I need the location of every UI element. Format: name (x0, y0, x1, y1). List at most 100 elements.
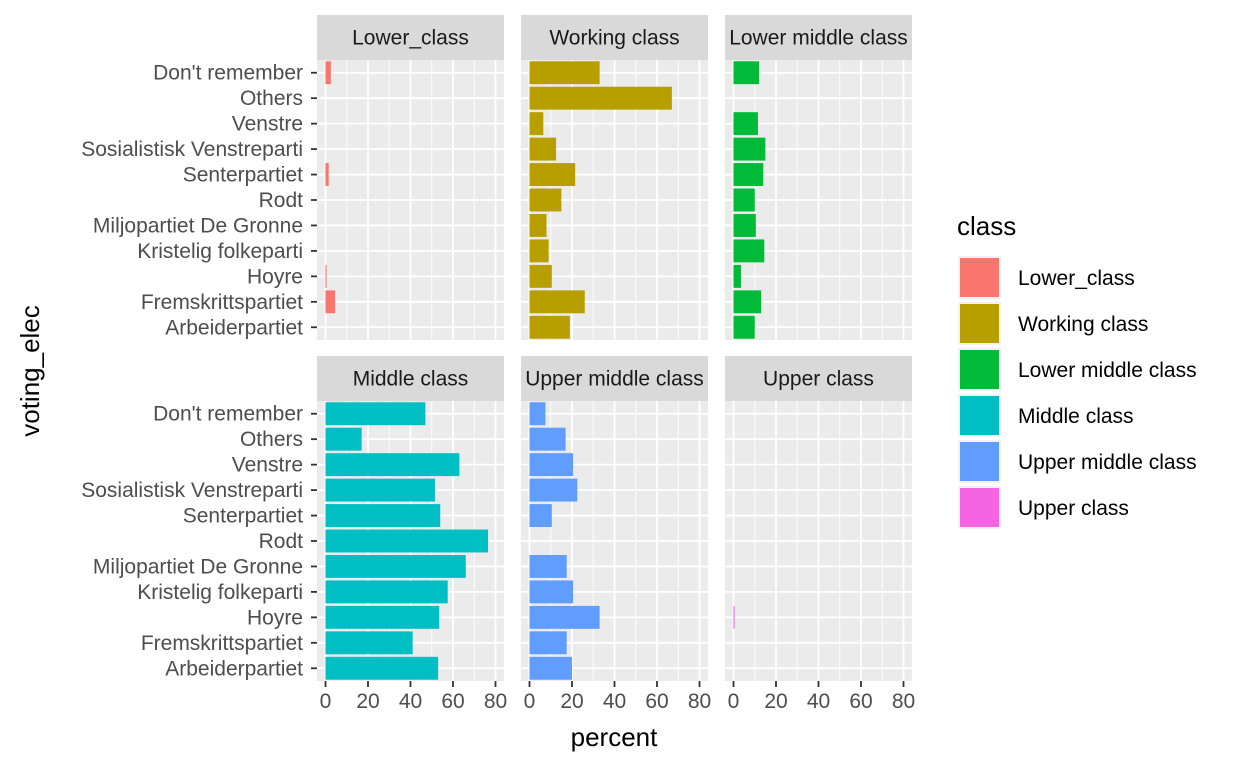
bar (529, 112, 544, 136)
bar (529, 580, 574, 604)
bar (325, 290, 336, 314)
bar (325, 402, 426, 426)
facet-strip-label: Lower_class (352, 27, 469, 50)
x-tick-label: 0 (728, 690, 740, 713)
facet-strip (725, 356, 912, 401)
facet-strip-label: Middle class (353, 368, 469, 391)
category-label: Sosialistisk Venstreparti (81, 138, 303, 161)
x-tick-label: 60 (849, 690, 872, 713)
bar (733, 188, 755, 212)
category-label: Arbeiderpartiet (165, 657, 303, 680)
category-label: Senterpartiet (183, 505, 303, 528)
x-tick-label: 0 (524, 690, 536, 713)
bar (325, 555, 466, 578)
x-tick-label: 0 (320, 690, 332, 713)
bar (325, 529, 489, 553)
bar (733, 137, 766, 161)
category-label: Rodt (259, 530, 304, 553)
legend-label: Upper class (1018, 497, 1129, 520)
category-label: Hoyre (247, 265, 303, 288)
x-tick-label: 40 (807, 690, 830, 713)
x-tick-label: 40 (399, 690, 422, 713)
bar (529, 453, 574, 477)
bar (529, 163, 576, 186)
bar (529, 264, 552, 288)
bar (529, 631, 567, 655)
facet-strip-label: Working class (549, 27, 679, 50)
category-label: Others (240, 87, 303, 110)
bar (529, 315, 570, 339)
legend-key-swatch (960, 304, 999, 343)
category-label: Venstre (232, 454, 303, 477)
facet-strip (317, 356, 504, 401)
bar (325, 264, 327, 288)
x-tick-label: 80 (892, 690, 915, 713)
facet-strip-label: Upper middle class (525, 368, 704, 391)
legend-label: Lower middle class (1018, 359, 1197, 382)
legend-label: Working class (1018, 313, 1148, 336)
category-label: Kristelig folkeparti (137, 581, 303, 604)
facet-strip (725, 15, 912, 60)
category-label: Fremskrittspartiet (141, 291, 303, 314)
x-axis-title: percent (571, 722, 658, 752)
bar (529, 61, 600, 85)
bar (529, 555, 567, 578)
bar (733, 605, 735, 629)
bar (325, 656, 439, 680)
legend-key-swatch (960, 258, 999, 297)
category-label: Don't remember (153, 62, 303, 85)
bar (529, 214, 547, 237)
legend-key-swatch (960, 396, 999, 435)
x-tick-label: 40 (603, 690, 626, 713)
category-label: Miljopartiet De Gronne (93, 214, 303, 237)
facet-strip-label: Upper class (763, 368, 874, 391)
x-tick-label: 20 (560, 690, 583, 713)
facet-strip (521, 356, 708, 401)
category-label: Rodt (259, 189, 304, 212)
bar (529, 605, 600, 629)
bar (325, 427, 362, 451)
category-label: Venstre (232, 113, 303, 136)
bar (733, 214, 756, 237)
x-tick-label: 60 (645, 690, 668, 713)
category-label: Senterpartiet (183, 164, 303, 187)
legend-label: Upper middle class (1018, 451, 1197, 474)
category-label: Fremskrittspartiet (141, 632, 303, 655)
legend-title: class (957, 211, 1016, 241)
x-tick-label: 60 (441, 690, 464, 713)
bar (529, 504, 552, 527)
legend-key-swatch (960, 442, 999, 481)
category-label: Don't remember (153, 403, 303, 426)
bar (325, 631, 413, 655)
bar (529, 402, 546, 426)
bar (733, 290, 762, 314)
bar (733, 239, 765, 263)
x-tick-label: 20 (356, 690, 379, 713)
bar (529, 290, 585, 314)
x-tick-label: 20 (764, 690, 787, 713)
x-tick-label: 80 (688, 690, 711, 713)
bar (529, 239, 549, 263)
bar (325, 478, 435, 502)
bar (325, 605, 440, 629)
bar (529, 137, 557, 161)
bar (733, 315, 755, 339)
category-label: Hoyre (247, 606, 303, 629)
legend-key-swatch (960, 350, 999, 389)
bar (529, 427, 566, 451)
category-label: Arbeiderpartiet (165, 316, 303, 339)
legend-label: Lower_class (1018, 267, 1135, 290)
legend-label: Middle class (1018, 405, 1134, 428)
y-axis-title: voting_elec (15, 305, 45, 437)
bar (733, 112, 758, 136)
bar (325, 453, 460, 477)
bar (325, 504, 441, 527)
bar (325, 163, 329, 186)
bar (529, 86, 672, 110)
bar (733, 163, 764, 186)
bar (733, 264, 741, 288)
category-label: Sosialistisk Venstreparti (81, 479, 303, 502)
bar (529, 188, 562, 212)
